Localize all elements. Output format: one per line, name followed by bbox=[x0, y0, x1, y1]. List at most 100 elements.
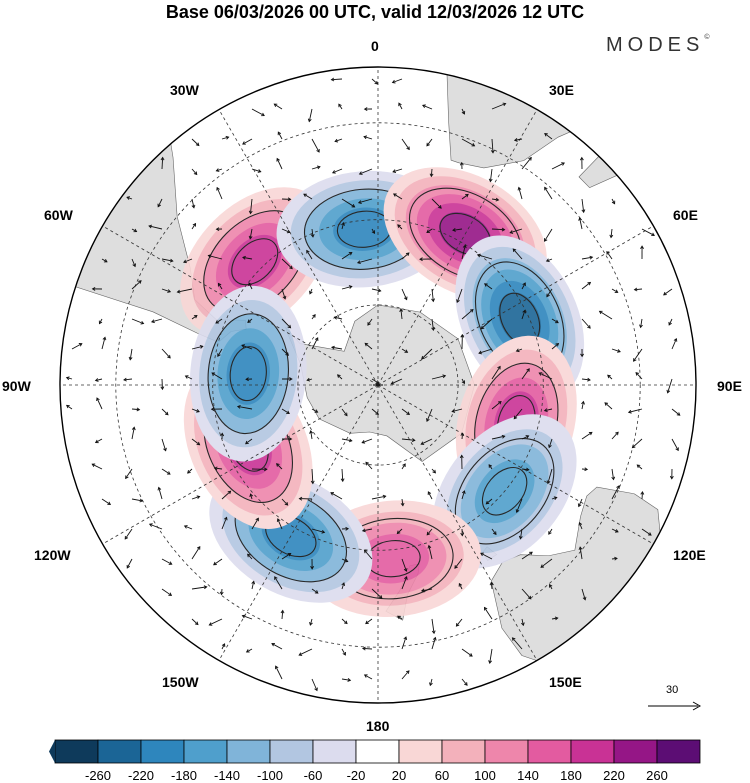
wind-arrow-head bbox=[314, 409, 319, 413]
wind-arrow bbox=[281, 258, 293, 269]
wind-arrow bbox=[491, 435, 505, 440]
wind-arrow bbox=[671, 338, 677, 350]
negative-center-bellingshausen bbox=[189, 285, 307, 462]
wind-arrow bbox=[641, 528, 652, 536]
wind-arrow-head bbox=[331, 170, 336, 174]
wind-arrow-head bbox=[284, 501, 289, 506]
wind-arrow bbox=[371, 408, 379, 415]
wind-arrow-head bbox=[138, 280, 142, 284]
wind-arrow-head bbox=[287, 553, 292, 557]
colorbar-swatch bbox=[570, 739, 615, 764]
wind-arrow-head bbox=[167, 289, 172, 293]
lon-label-60w: 60W bbox=[44, 207, 73, 223]
wind-arrow-head bbox=[241, 614, 246, 619]
lon-label-150w: 150W bbox=[162, 674, 199, 690]
wind-arrow-head bbox=[220, 432, 225, 437]
wind-arrow-head bbox=[310, 233, 315, 238]
wind-arrow-head bbox=[633, 358, 637, 362]
wind-arrow bbox=[245, 438, 253, 445]
wind-arrow bbox=[431, 198, 442, 209]
colorbar-swatch bbox=[656, 739, 701, 764]
wind-arrow-head bbox=[215, 168, 220, 172]
wind-arrow-head bbox=[431, 630, 436, 635]
wind-arrow-head bbox=[131, 426, 136, 431]
wind-arrow-head bbox=[400, 502, 405, 507]
streamline bbox=[231, 238, 279, 286]
wind-arrow-head bbox=[217, 282, 222, 287]
wind-arrow bbox=[392, 168, 403, 173]
wind-arrow-head bbox=[495, 197, 500, 202]
meridian-line bbox=[218, 109, 379, 386]
wind-arrow-head bbox=[609, 234, 614, 239]
wind-arrow bbox=[250, 198, 253, 214]
wind-arrow-head bbox=[397, 224, 401, 228]
wind-arrow bbox=[247, 318, 253, 323]
wind-arrow bbox=[371, 588, 383, 599]
wind-arrow-head bbox=[94, 439, 99, 444]
wind-arrow bbox=[276, 463, 283, 470]
wind-arrow bbox=[357, 258, 373, 264]
wind-arrow bbox=[393, 193, 403, 200]
wind-arrow bbox=[161, 468, 171, 475]
wind-arrow bbox=[578, 498, 583, 507]
wind-arrow-head bbox=[545, 258, 550, 263]
wind-arrow bbox=[281, 228, 291, 233]
wind-arrow bbox=[276, 158, 283, 170]
wind-arrow bbox=[71, 343, 83, 350]
wind-arrow-head bbox=[287, 197, 292, 202]
wind-arrow bbox=[514, 138, 523, 141]
wind-arrow bbox=[484, 283, 493, 290]
wind-arrow bbox=[191, 546, 201, 560]
wind-arrow-head bbox=[427, 544, 432, 549]
wind-arrow bbox=[341, 286, 352, 290]
wind-arrow-head bbox=[480, 552, 484, 557]
wind-arrow bbox=[400, 309, 403, 320]
latitude-circle bbox=[212, 219, 544, 551]
wind-arrow-head bbox=[107, 501, 112, 505]
colorbar-tick-label: -140 bbox=[213, 768, 241, 783]
wind-arrow-head bbox=[163, 447, 167, 452]
wind-arrow-head bbox=[405, 670, 410, 674]
wind-arrow bbox=[401, 252, 410, 260]
wind-arrow-head bbox=[452, 228, 456, 232]
wind-arrow bbox=[281, 348, 289, 356]
wind-arrow bbox=[510, 228, 523, 234]
wind-arrow-head bbox=[540, 564, 545, 568]
wind-arrow-head bbox=[529, 551, 533, 556]
colorbar-swatch bbox=[613, 739, 658, 764]
wind-arrow-head bbox=[648, 532, 652, 536]
wind-arrow-head bbox=[426, 142, 430, 147]
wind-arrow bbox=[548, 528, 553, 535]
wind-arrow-head bbox=[316, 165, 321, 170]
streamline bbox=[481, 467, 528, 516]
wind-arrow-head bbox=[289, 265, 293, 270]
wind-arrow-head bbox=[288, 437, 293, 441]
wind-arrow-head bbox=[166, 471, 171, 475]
wind-arrow-head bbox=[309, 430, 313, 434]
wind-arrow-head bbox=[176, 289, 181, 294]
wind-arrow-head bbox=[314, 590, 319, 594]
wind-arrow-head bbox=[358, 171, 363, 175]
wind-arrow-head bbox=[361, 440, 366, 444]
wind-arrow-head bbox=[527, 595, 532, 600]
wind-arrow-head bbox=[668, 321, 672, 326]
wind-arrow bbox=[191, 315, 198, 320]
wind-arrow bbox=[539, 372, 553, 380]
wind-arrow bbox=[151, 318, 163, 323]
wind-arrow-head bbox=[419, 257, 423, 262]
wind-arrow-head bbox=[193, 171, 198, 176]
wind-arrow-head bbox=[344, 558, 349, 563]
wind-arrow bbox=[431, 318, 434, 331]
wind-arrow-head bbox=[314, 337, 319, 341]
wind-arrow-head bbox=[306, 249, 310, 254]
wind-arrow bbox=[187, 468, 193, 474]
wind-arrow-head bbox=[422, 104, 426, 109]
wind-arrow-head bbox=[427, 491, 432, 495]
wind-arrow bbox=[334, 138, 343, 142]
wind-arrow bbox=[611, 288, 618, 293]
wind-arrow-head bbox=[525, 435, 530, 439]
wind-arrow-head bbox=[515, 509, 520, 513]
wind-arrow-head bbox=[546, 480, 551, 485]
latitude-circle bbox=[115, 122, 641, 648]
wind-arrow bbox=[310, 430, 313, 440]
